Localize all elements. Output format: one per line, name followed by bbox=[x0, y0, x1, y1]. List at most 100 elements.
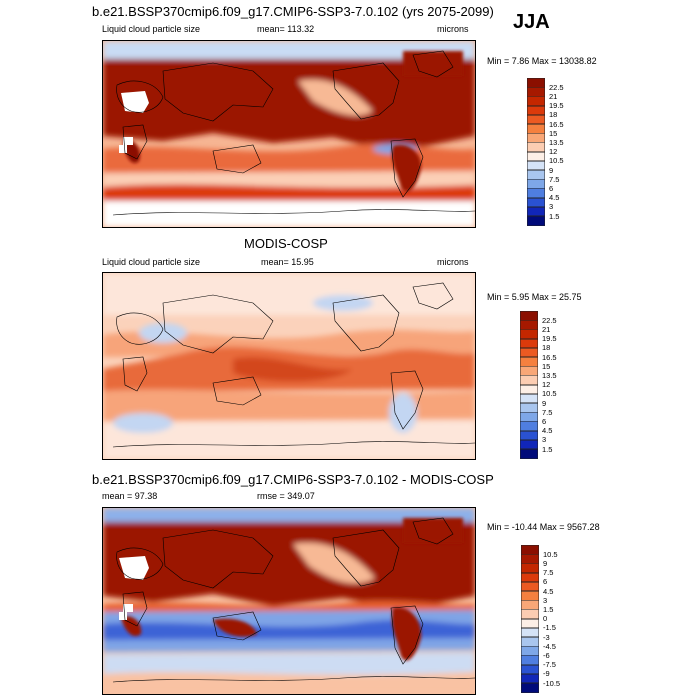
colorbar-tick-label: 12 bbox=[549, 147, 558, 157]
colorbar-tick-label: 7.5 bbox=[543, 568, 554, 578]
colorbar-swatch bbox=[527, 96, 545, 106]
colorbar-swatch bbox=[527, 87, 545, 97]
colorbar-swatch bbox=[521, 664, 539, 675]
colorbar-tick-label: 21 bbox=[549, 91, 558, 101]
season-label: JJA bbox=[513, 11, 550, 33]
colorbar-tick-label: 13.5 bbox=[542, 370, 557, 380]
colorbar-swatch bbox=[527, 179, 545, 189]
colorbar-swatch bbox=[520, 384, 538, 395]
colorbar-tick-label: 9 bbox=[543, 558, 548, 568]
colorbar-tick-label: 4.5 bbox=[549, 193, 560, 203]
colorbar-tick-label: 22.5 bbox=[542, 315, 557, 325]
colorbar-swatch bbox=[521, 655, 539, 665]
colorbar-tick-label: 1.5 bbox=[543, 604, 554, 614]
colorbar-tick-label: 10.5 bbox=[549, 156, 564, 166]
colorbar-tick-label: -7.5 bbox=[543, 660, 556, 670]
colorbar-tick-label: 4.5 bbox=[543, 586, 554, 596]
colorbar-tick-label: -9 bbox=[543, 669, 550, 679]
colorbar-swatch bbox=[520, 329, 538, 339]
colorbar-swatch bbox=[527, 124, 545, 134]
panel-2-units: microns bbox=[437, 257, 469, 267]
colorbar-swatch bbox=[521, 563, 539, 573]
colorbar-tick-label: 3 bbox=[543, 595, 548, 605]
panel-3-mean: mean = 97.38 bbox=[102, 491, 158, 501]
panel-1-mean: mean= 113.32 bbox=[257, 24, 315, 34]
colorbar-tick-label: 18 bbox=[549, 110, 558, 120]
colorbar-swatch bbox=[521, 637, 539, 647]
colorbar-tick-label: 16.5 bbox=[542, 352, 557, 362]
colorbar-swatch bbox=[521, 646, 539, 656]
colorbar-swatch bbox=[527, 216, 545, 226]
panel-3-rmse: rmse = 349.07 bbox=[257, 491, 315, 501]
panel-2-minmax: Min = 5.95 Max = 25.75 bbox=[487, 292, 582, 302]
panel-1-variable-label: Liquid cloud particle size bbox=[102, 24, 201, 34]
colorbar-swatch bbox=[521, 600, 539, 610]
colorbar-tick-label: 16.5 bbox=[549, 119, 564, 129]
panel-1-minmax: Min = 7.86 Max = 13038.82 bbox=[487, 56, 597, 66]
colorbar-tick-label: 6 bbox=[542, 416, 547, 426]
colorbar-tick-label: 1.5 bbox=[549, 211, 560, 221]
colorbar-swatch bbox=[527, 78, 545, 88]
colorbar-swatch bbox=[527, 197, 545, 208]
panel-2-map bbox=[102, 272, 476, 460]
colorbar-tick-label: 6 bbox=[543, 577, 548, 587]
colorbar-tick-label: 4.5 bbox=[542, 426, 553, 436]
colorbar-tick-label: -4.5 bbox=[543, 641, 556, 651]
colorbar-swatch bbox=[521, 591, 539, 601]
colorbar-tick-label: -3 bbox=[543, 632, 550, 642]
colorbar-swatch bbox=[520, 412, 538, 422]
colorbar-swatch bbox=[520, 320, 538, 330]
colorbar-swatch bbox=[520, 421, 538, 431]
colorbar-swatch bbox=[520, 366, 538, 376]
colorbar-tick-label: 7.5 bbox=[549, 174, 560, 184]
colorbar-swatch bbox=[527, 133, 545, 143]
colorbar-tick-label: 15 bbox=[542, 361, 551, 371]
colorbar-swatch bbox=[527, 114, 545, 125]
colorbar-tick-label: 15 bbox=[549, 128, 558, 138]
colorbar-tick-label: 19.5 bbox=[549, 101, 564, 111]
colorbar-swatch bbox=[521, 627, 539, 638]
colorbar-tick-label: 9 bbox=[542, 398, 547, 408]
colorbar-tick-label: -6 bbox=[543, 650, 550, 660]
colorbar-swatch bbox=[527, 170, 545, 180]
panel-3-colorbar: 10.5 9 7.5 6 4.5 3 1.5 0 -1.5 -3 -4.5 -6 -7.5 -9 -10.5 bbox=[521, 545, 581, 699]
colorbar-tick-label: 22.5 bbox=[549, 82, 564, 92]
colorbar-tick-label: 9 bbox=[549, 165, 554, 175]
colorbar-swatch bbox=[521, 554, 539, 564]
panel-1-title: b.e21.BSSP370cmip6.f09_g17.CMIP6-SSP3-7.… bbox=[92, 4, 494, 19]
colorbar-swatch bbox=[520, 430, 538, 441]
colorbar-swatch bbox=[521, 545, 539, 555]
colorbar-swatch bbox=[520, 347, 538, 358]
panel-3-map bbox=[102, 507, 476, 695]
panel-2-colorbar: 22.5 21 19.5 18 16.5 15 13.5 12 10.5 9 7.5 6 4.5 3 1.5 bbox=[520, 311, 580, 465]
panel-2-variable-label: Liquid cloud particle size bbox=[102, 257, 201, 267]
colorbar-swatch bbox=[520, 393, 538, 404]
panel-2-title: MODIS-COSP bbox=[244, 236, 328, 251]
colorbar-tick-label: 7.5 bbox=[542, 407, 553, 417]
colorbar-swatch bbox=[527, 160, 545, 171]
colorbar-swatch bbox=[520, 375, 538, 385]
colorbar-swatch bbox=[527, 105, 545, 116]
colorbar-swatch bbox=[521, 572, 539, 583]
colorbar-tick-label: 3 bbox=[549, 202, 554, 212]
colorbar-swatch bbox=[527, 188, 545, 198]
panel-1-map bbox=[102, 40, 476, 228]
colorbar-tick-label: -1.5 bbox=[543, 623, 556, 633]
colorbar-swatch bbox=[520, 311, 538, 321]
colorbar-swatch bbox=[527, 206, 545, 217]
colorbar-tick-label: 1.5 bbox=[542, 444, 553, 454]
colorbar-swatch bbox=[520, 338, 538, 349]
colorbar-swatch bbox=[521, 673, 539, 684]
colorbar-tick-label: -10.5 bbox=[543, 678, 561, 688]
panel-1-colorbar: 22.5 21 19.5 18 16.5 15 13.5 12 10.5 9 7.5 6 4.5 3 1.5 bbox=[527, 78, 587, 232]
colorbar-swatch bbox=[520, 357, 538, 367]
colorbar-swatch bbox=[521, 618, 539, 629]
colorbar-tick-label: 13.5 bbox=[549, 137, 564, 147]
colorbar-swatch bbox=[521, 683, 539, 693]
colorbar-tick-label: 10.5 bbox=[542, 389, 557, 399]
panel-2-mean: mean= 15.95 bbox=[261, 257, 314, 267]
colorbar-swatch bbox=[521, 581, 539, 592]
colorbar-swatch bbox=[520, 449, 538, 459]
colorbar-tick-label: 10.5 bbox=[543, 549, 558, 559]
colorbar-tick-label: 0 bbox=[543, 614, 548, 624]
